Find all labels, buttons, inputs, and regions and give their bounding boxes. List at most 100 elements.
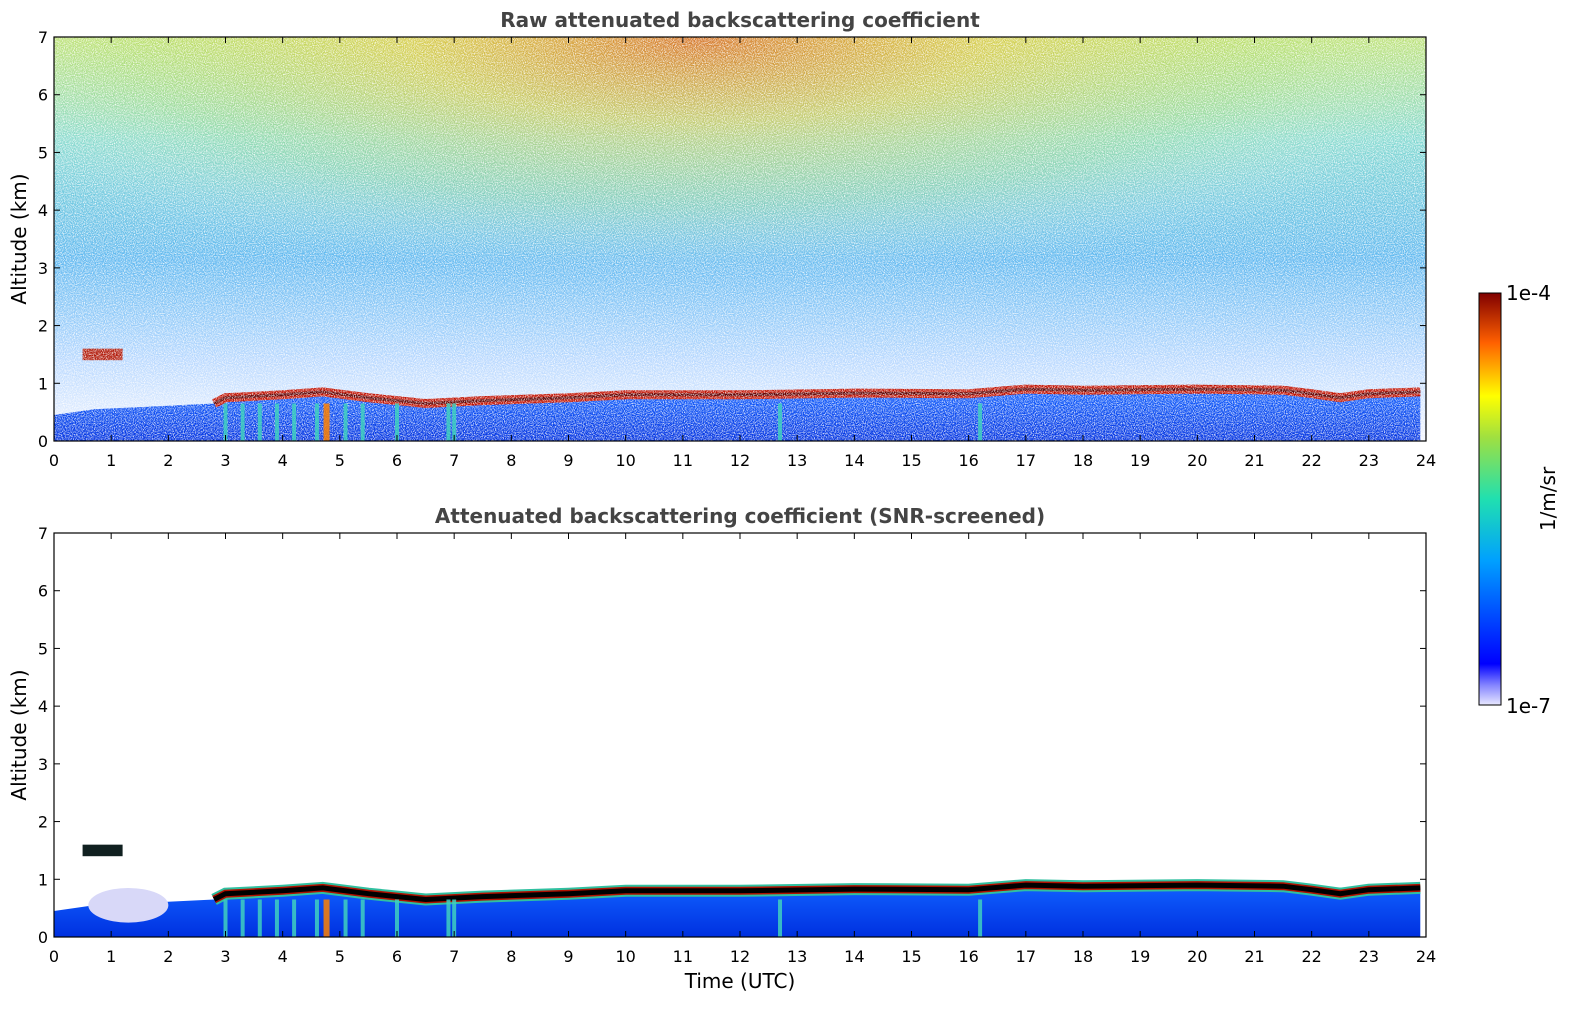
rain-streak (240, 899, 245, 937)
panel2-rain-streaks (223, 899, 983, 937)
x-tick-label: 8 (506, 451, 516, 470)
x-tick-label: 5 (335, 451, 345, 470)
rain-streak (978, 899, 983, 937)
y-tick-label: 5 (38, 639, 48, 658)
rain-streak (274, 403, 279, 441)
panel2-xlabel: Time (UTC) (684, 969, 796, 993)
x-tick-label: 5 (335, 947, 345, 966)
y-tick-label: 0 (38, 432, 48, 451)
y-tick-label: 3 (38, 755, 48, 774)
panel2-boundary-layer-core (212, 882, 1421, 903)
x-tick-label: 11 (673, 947, 693, 966)
rain-streak (257, 403, 262, 441)
x-tick-label: 18 (1073, 947, 1093, 966)
rain-streak (343, 899, 348, 937)
colorbar-gradient (1478, 292, 1502, 706)
x-tick-label: 9 (563, 947, 573, 966)
x-tick-label: 17 (1016, 451, 1036, 470)
rain-streak (452, 899, 457, 937)
y-tick-label: 2 (38, 813, 48, 832)
panel1-ylabel: Altitude (km) (7, 173, 31, 304)
rain-streak (314, 899, 319, 937)
y-tick-label: 7 (38, 28, 48, 47)
x-tick-label: 21 (1244, 451, 1264, 470)
x-tick-label: 21 (1244, 947, 1264, 966)
panel2-x-ticks: 0 1 2 3 4 5 6 7 8 9 10 11 12 13 14 15 16 17 18 19 20 21 22 23 24 (49, 533, 1436, 966)
x-tick-label: 19 (1130, 451, 1150, 470)
rain-streak (778, 403, 783, 441)
panel1-noise-overlay (54, 37, 1426, 441)
panel1-heatmap (54, 37, 1426, 441)
x-tick-label: 18 (1073, 451, 1093, 470)
panel2-low-haze (88, 887, 169, 923)
x-tick-label: 12 (730, 451, 750, 470)
y-tick-label: 7 (38, 524, 48, 543)
rain-streak (292, 899, 297, 937)
x-tick-label: 6 (392, 947, 402, 966)
x-tick-label: 4 (278, 947, 288, 966)
x-tick-label: 1 (106, 451, 116, 470)
x-tick-label: 22 (1301, 947, 1321, 966)
x-tick-label: 24 (1416, 451, 1436, 470)
panel1-x-ticks: 0 1 2 3 4 5 6 7 8 9 10 11 12 13 14 15 16 17 18 19 20 21 22 23 24 (49, 37, 1436, 470)
x-tick-label: 4 (278, 451, 288, 470)
x-tick-label: 22 (1301, 451, 1321, 470)
y-tick-label: 3 (38, 259, 48, 278)
rain-streak (257, 899, 262, 937)
x-tick-label: 24 (1416, 947, 1436, 966)
x-tick-label: 8 (506, 947, 516, 966)
x-tick-label: 10 (615, 451, 635, 470)
x-tick-label: 14 (844, 947, 864, 966)
x-tick-label: 11 (673, 451, 693, 470)
rain-streak (446, 899, 451, 937)
rain-streak (360, 403, 365, 441)
y-tick-label: 0 (38, 928, 48, 947)
x-tick-label: 0 (49, 947, 59, 966)
x-tick-label: 12 (730, 947, 750, 966)
y-tick-label: 1 (38, 870, 48, 889)
x-tick-label: 9 (563, 451, 573, 470)
x-tick-label: 3 (220, 947, 230, 966)
panel2-elevated-layer (82, 844, 123, 857)
rain-streak (446, 403, 451, 441)
rain-streak (240, 403, 245, 441)
rain-streak (452, 403, 457, 441)
x-tick-label: 23 (1359, 451, 1379, 470)
panel1-rain-streaks (223, 403, 983, 441)
rain-streak (323, 403, 330, 441)
y-tick-label: 6 (38, 86, 48, 105)
y-tick-label: 6 (38, 582, 48, 601)
x-tick-label: 13 (787, 451, 807, 470)
rain-streak (274, 899, 279, 937)
x-tick-label: 20 (1187, 451, 1207, 470)
raw-backscatter-panel: Raw attenuated backscattering coefficien… (7, 8, 1436, 470)
x-tick-label: 16 (958, 451, 978, 470)
panel2-title: Attenuated backscattering coefficient (S… (435, 504, 1045, 528)
rain-streak (314, 403, 319, 441)
x-tick-label: 17 (1016, 947, 1036, 966)
colorbar-min-label: 1e-7 (1506, 694, 1551, 718)
x-tick-label: 15 (901, 947, 921, 966)
panel2-y-ticks: 0 1 2 3 4 5 6 7 (38, 524, 1426, 947)
y-tick-label: 2 (38, 317, 48, 336)
x-tick-label: 2 (163, 947, 173, 966)
rain-streak (292, 403, 297, 441)
x-tick-label: 2 (163, 451, 173, 470)
rain-streak (778, 899, 783, 937)
y-tick-label: 4 (38, 697, 48, 716)
panel2-background (54, 533, 1426, 937)
colorbar: 1e-4 1e-7 1/m/sr (1478, 281, 1560, 718)
rain-streak (223, 899, 228, 937)
rain-streak (323, 899, 330, 937)
x-tick-label: 20 (1187, 947, 1207, 966)
x-tick-label: 3 (220, 451, 230, 470)
rain-streak (223, 403, 228, 441)
x-tick-label: 19 (1130, 947, 1150, 966)
x-tick-label: 10 (615, 947, 635, 966)
panel1-y-ticks: 0 1 2 3 4 5 6 7 (38, 28, 1426, 451)
x-tick-label: 6 (392, 451, 402, 470)
colorbar-max-label: 1e-4 (1506, 281, 1551, 305)
x-tick-label: 7 (449, 451, 459, 470)
x-tick-label: 0 (49, 451, 59, 470)
